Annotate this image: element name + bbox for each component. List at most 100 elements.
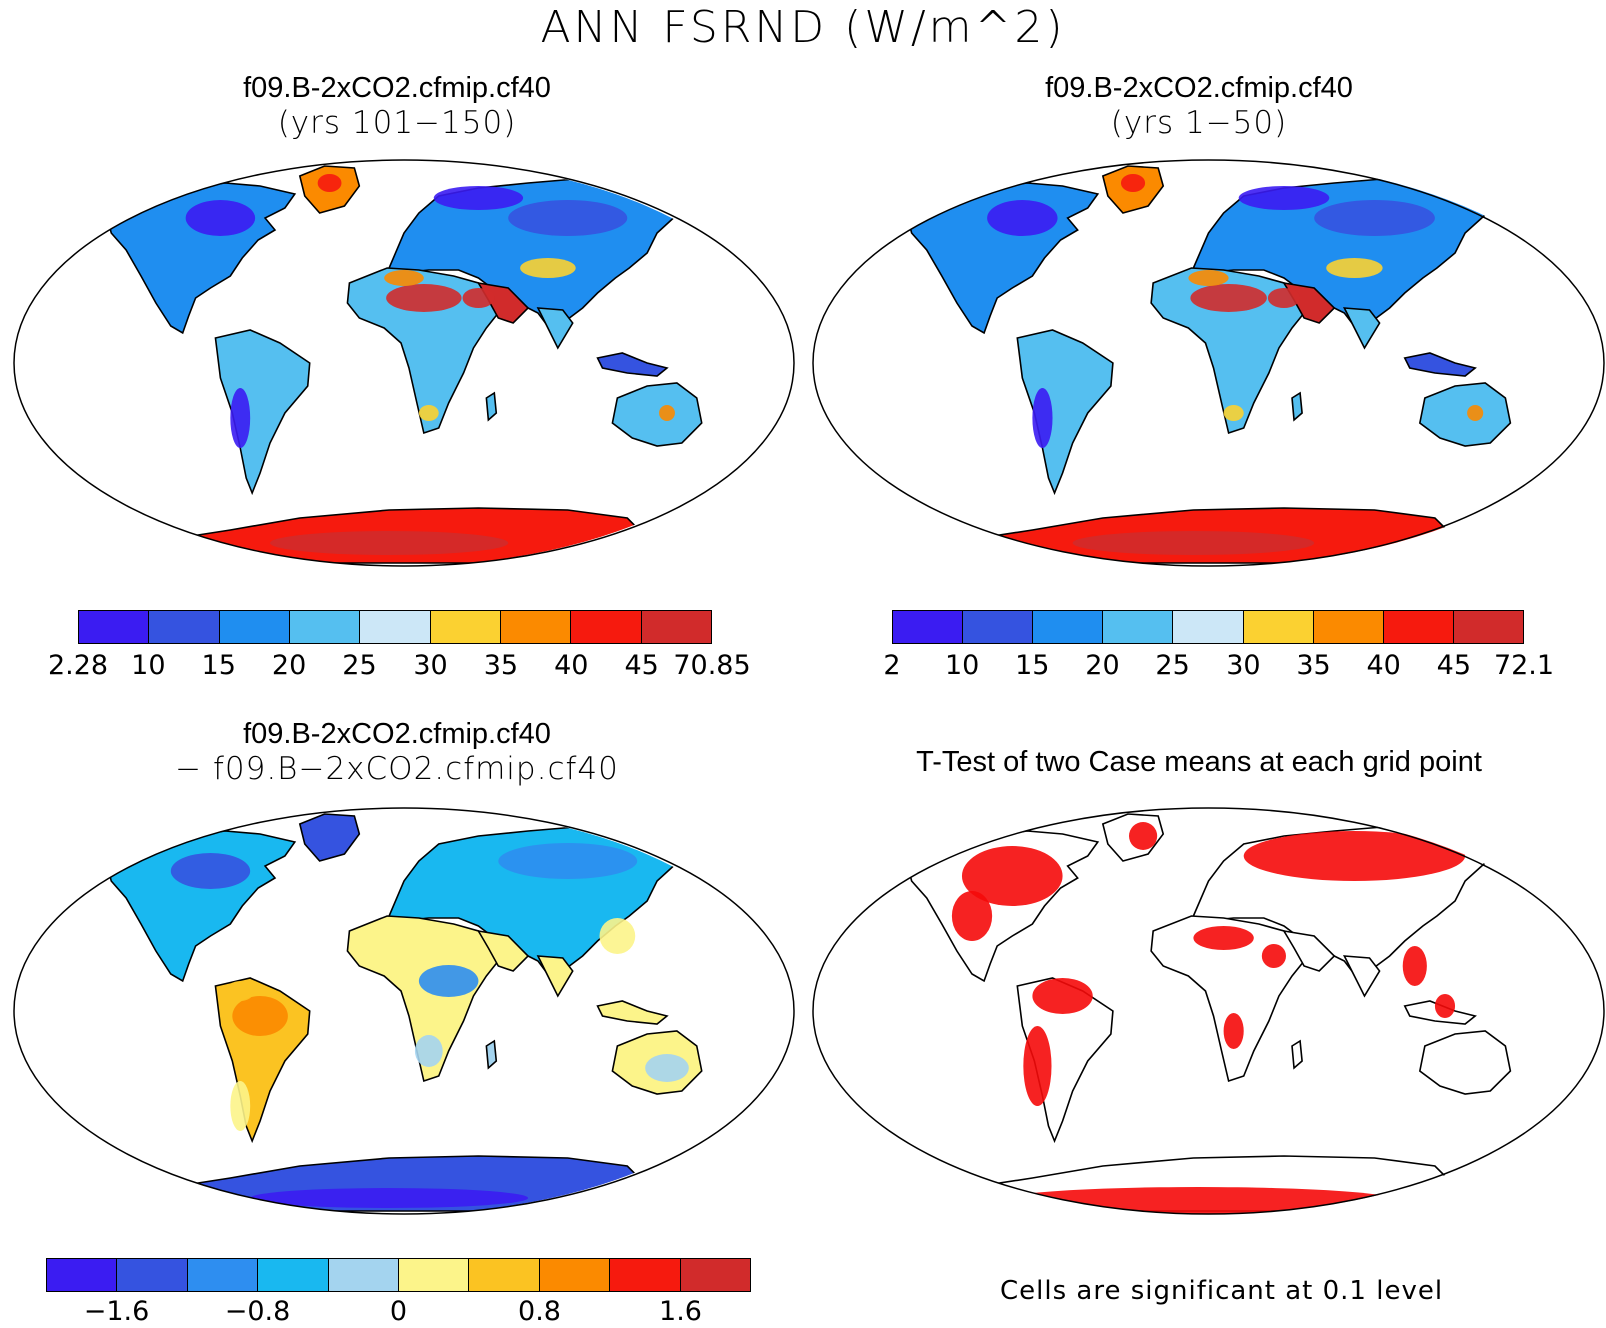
tick-label: 15 [1015,650,1050,681]
landmass-north-america [105,830,297,983]
significance-patch [1193,926,1254,950]
significance-patch [1129,822,1158,850]
colorbar-top-right [892,610,1524,644]
tick-label: 15 [201,650,236,681]
colorbar-swatch [680,1259,751,1291]
landmass-arabia [476,929,530,972]
field-patch [1467,405,1484,421]
field-patch [1326,258,1383,278]
colorbar-swatch [1103,611,1174,643]
tick-label: 45 [624,650,659,681]
tick-label: 25 [342,650,377,681]
map-border [812,807,1605,1215]
tick-label: 40 [1366,650,1401,681]
colorbar-swatch [289,611,361,643]
field-patch [1238,186,1330,210]
map-top-left [13,159,795,567]
landmass-indonesia [1403,352,1477,377]
colorbar-swatch [469,1259,540,1291]
tick-label: −1.6 [83,1296,150,1327]
colorbar-swatch [539,1259,611,1291]
landmass-australia [1418,382,1512,447]
field-patch [230,1081,251,1131]
colorbar-swatch [328,1259,400,1291]
colorbar-top-left [78,610,712,644]
tick-label: 35 [483,650,519,681]
landmass-india [1342,307,1381,350]
map-bottom-right [812,807,1605,1215]
map-top-right [812,159,1605,567]
panel-title-line1: f09.B-2xCO2.cfmip.cf40 [1045,72,1353,104]
tick-label: 10 [944,650,980,681]
colorbar-swatch [79,611,150,643]
tick-label: 45 [1436,650,1472,681]
significance-patch [1261,944,1286,968]
field-patch [520,258,576,278]
field-patch [1120,174,1146,192]
panel-title-bottom-right: T-Test of two Case means at each grid po… [794,746,1604,779]
panel-title-line2: (yrs 1−50) [1110,105,1288,141]
field-patch [1032,388,1053,448]
field-patch [270,531,509,555]
tick-label: 20 [271,650,307,681]
landmass-africa [346,267,500,435]
colorbar-swatch [1173,611,1244,643]
landmass-madagascar [1291,391,1303,422]
field-patch [414,1035,443,1067]
map-border [13,807,795,1215]
field-patch [462,288,495,308]
tick-label: 0 [389,1296,408,1327]
field-patch [185,200,256,236]
landmass-arabia [1282,929,1336,972]
field-patch [317,174,342,192]
landmass-madagascar [1291,1039,1303,1070]
tick-label: 30 [413,650,448,681]
field-patch [386,284,462,312]
colorbar-swatch [1453,611,1523,643]
map-bottom-left [13,807,795,1215]
landmass-india [536,307,574,350]
field-patch [987,200,1058,236]
colorbar-swatch [360,611,431,643]
significance-note: Cells are significant at 0.1 level [1000,1276,1444,1306]
landmass-madagascar [485,1039,498,1070]
field-patch [418,965,479,997]
tick-label: 2.28 [47,650,109,681]
colorbar-swatch [571,611,642,643]
significance-patch [1243,831,1466,881]
panel-title-line2: (yrs 101−150) [277,105,517,141]
tick-label: 20 [1085,650,1120,681]
colorbar-swatch [963,611,1034,643]
colorbar-swatch [117,1259,188,1291]
field-patch [659,405,675,421]
panel-title-line1: f09.B-2xCO2.cfmip.cf40 [243,72,551,104]
colorbar-swatch [641,611,711,643]
panel-title-bottom-left: f09.B-2xCO2.cfmip.cf40 − f09.B−2xCO2.cfm… [0,718,794,787]
tick-label: 0.8 [518,1296,561,1327]
colorbar-bottom-left [46,1258,751,1292]
tick-label: 25 [1155,650,1190,681]
field-patch [1223,405,1244,421]
colorbar-swatch [893,611,964,643]
field-patch [1072,531,1315,555]
colorbar-ticks-top-right: 2 10 15 20 25 30 35 40 45 72.1 [883,650,1554,682]
significance-patch [961,846,1063,906]
colorbar-swatch [500,611,572,643]
ttest-title: T-Test of two Case means at each grid po… [916,746,1482,778]
landmass-indonesia [596,352,669,377]
field-patch [170,853,251,889]
landmass-australia [1418,1030,1512,1095]
landmass-india [536,955,574,998]
significance-patch [1023,1026,1052,1106]
colorbar-swatch [610,1259,681,1291]
colorbar-swatch [1383,611,1454,643]
colorbar-swatch [219,611,290,643]
field-patch [1188,270,1229,286]
colorbar-swatch [1243,611,1314,643]
field-patch [1190,284,1267,312]
field-patch [250,1188,529,1208]
significance-patch [1223,1013,1244,1049]
landmass-indonesia [596,1000,669,1025]
field-patch [508,200,628,236]
field-patch [232,996,288,1036]
